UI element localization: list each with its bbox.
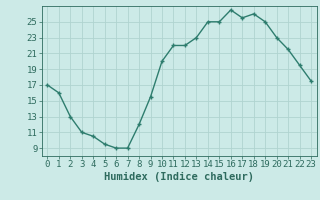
X-axis label: Humidex (Indice chaleur): Humidex (Indice chaleur) xyxy=(104,172,254,182)
